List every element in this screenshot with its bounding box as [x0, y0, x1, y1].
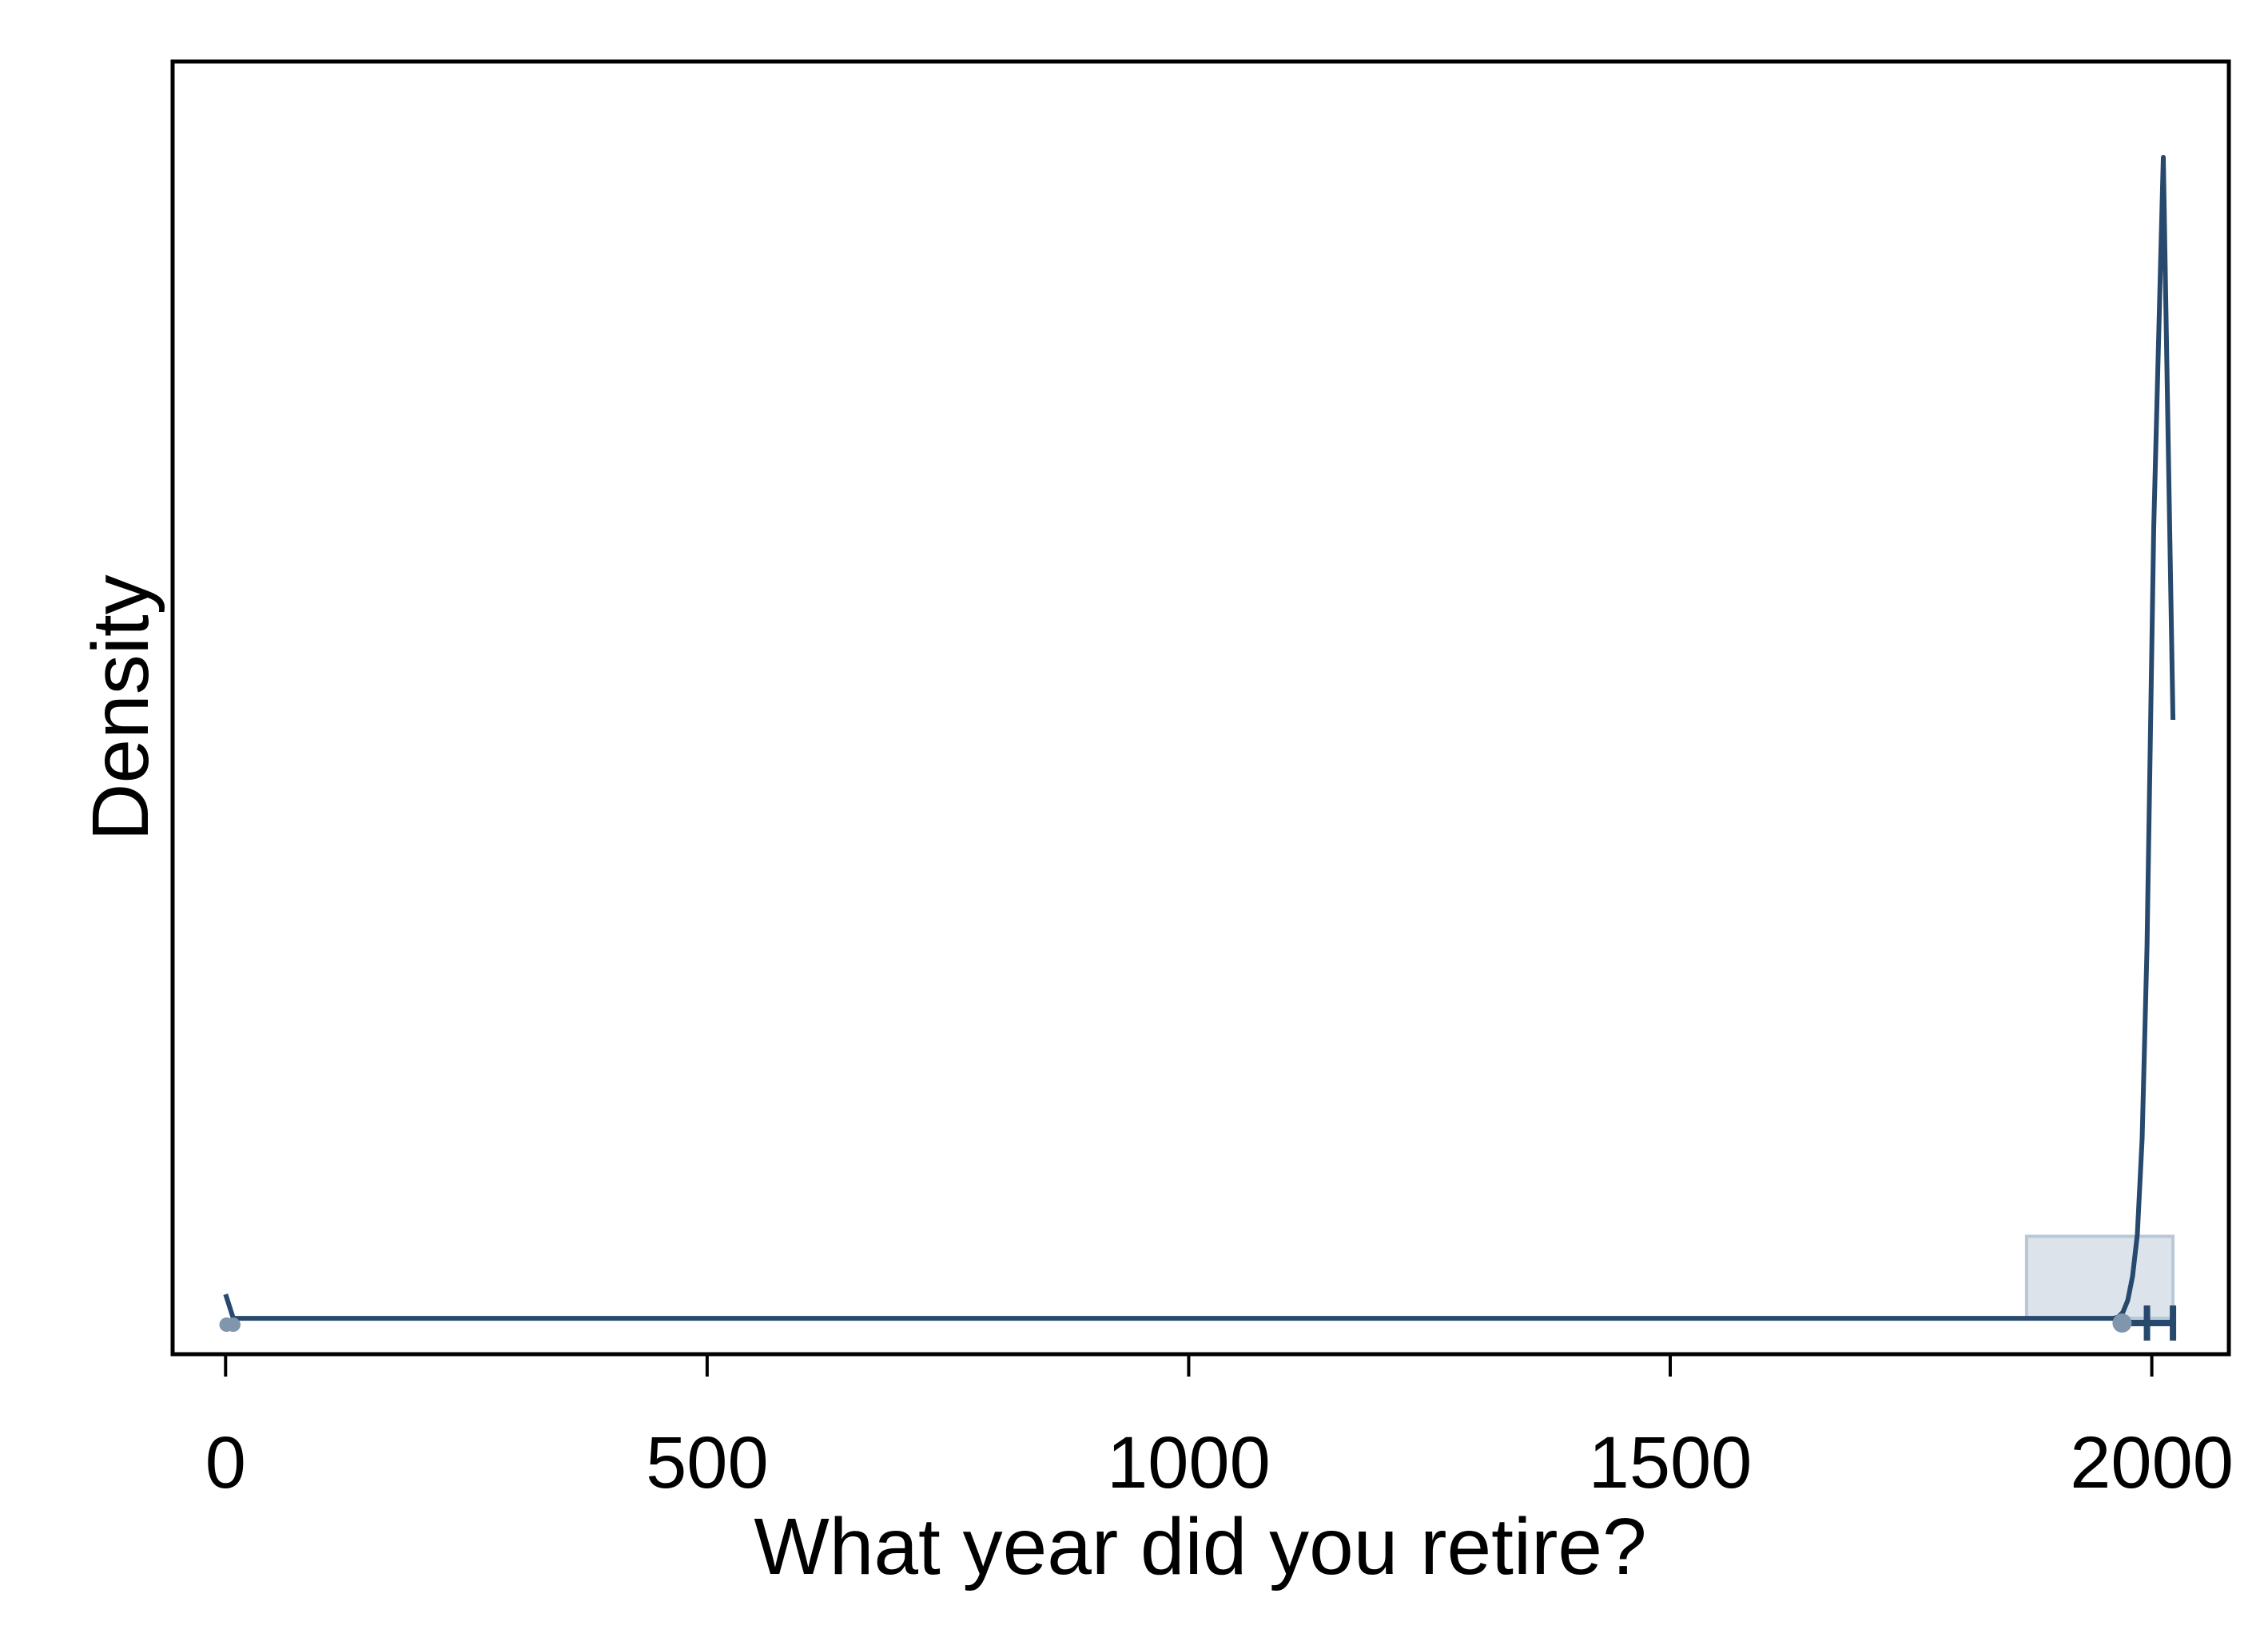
plot-frame: [170, 59, 2231, 1357]
histogram-bar: [2024, 1234, 2175, 1321]
outlier-marker: [225, 1317, 241, 1333]
x-tick-label: 2000: [2070, 1422, 2234, 1504]
x-tick-label: 0: [205, 1422, 246, 1504]
outlier-marker: [2112, 1313, 2132, 1333]
box-plot-markers: [219, 1305, 2177, 1341]
histogram-bars: [2024, 1234, 2175, 1321]
density-curve: [223, 154, 2176, 1321]
x-axis-ticks: 0 500 1000 1500 2000: [205, 1354, 2234, 1504]
y-axis-title: Density: [76, 574, 165, 840]
x-axis-title: What year did you retire?: [754, 1502, 1646, 1591]
density-curves: [223, 154, 2176, 1321]
x-tick-label: 500: [646, 1422, 769, 1504]
x-tick-label: 1500: [1589, 1422, 1753, 1504]
x-tick-label: 1000: [1107, 1422, 1271, 1504]
